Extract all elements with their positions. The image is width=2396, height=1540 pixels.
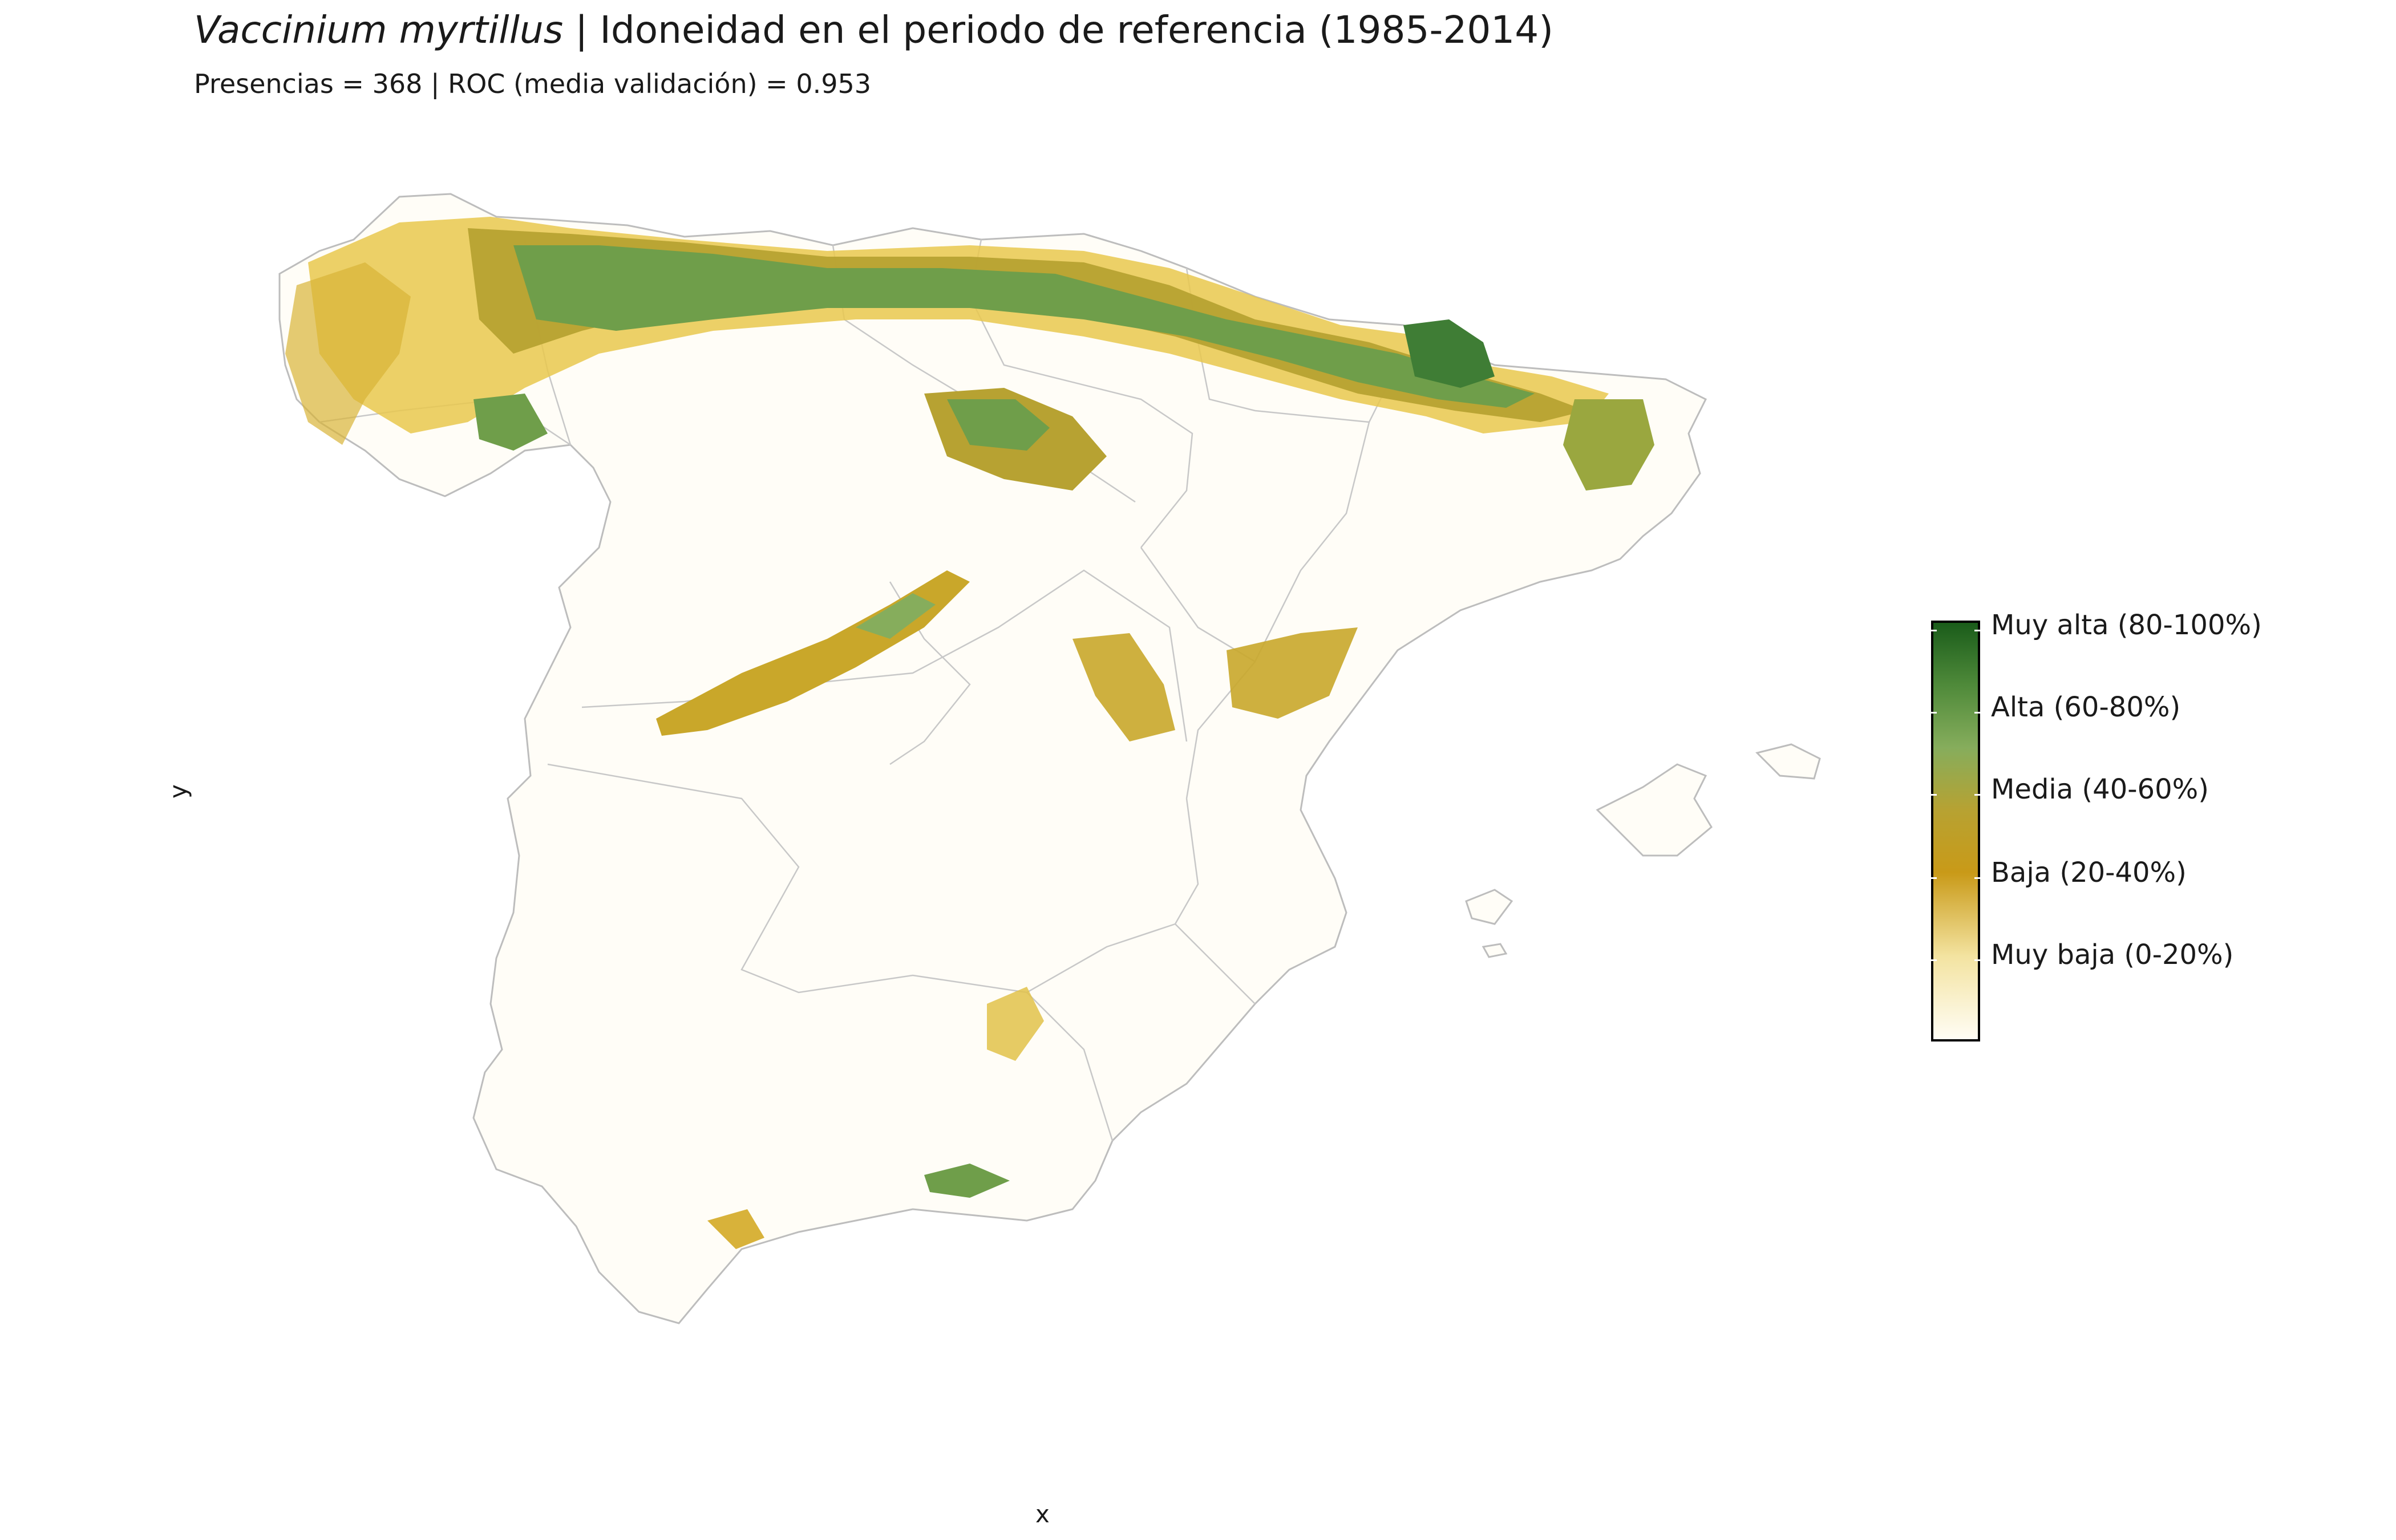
legend-label-media: Media (40-60%): [1991, 773, 2209, 805]
x-axis-label: x: [1035, 1500, 1050, 1528]
iberian-green-patch: [947, 399, 1050, 451]
ibiza-outline: [1465, 889, 1513, 925]
menorca-outline: [1755, 743, 1821, 780]
galicia-patch: [285, 262, 411, 445]
teruel-patch: [1227, 627, 1358, 719]
suitability-patches: [285, 217, 1654, 1249]
cantabrian-high-band: [513, 245, 1535, 408]
sierra-nevada-patch: [924, 1164, 1010, 1198]
navarra-high-patch: [1403, 319, 1495, 388]
jaen-patch: [987, 987, 1044, 1061]
sistema-iberico-south: [1072, 633, 1175, 741]
pyrenees-east-patch: [1563, 399, 1654, 491]
legend-label-baja: Baja (20-40%): [1991, 857, 2187, 889]
peninsula-outline: [278, 193, 1707, 1324]
map-subtitle: Presencias = 368 | ROC (media validación…: [194, 68, 872, 99]
legend-colorbar: [1931, 621, 1980, 1041]
legend-label-muy-alta: Muy alta (80-100%): [1991, 609, 2262, 641]
legend-label-alta: Alta (60-80%): [1991, 691, 2181, 723]
grazalema-patch: [707, 1209, 764, 1249]
legend-label-muy-baja: Muy baja (0-20%): [1991, 939, 2234, 971]
map-title: Vaccinium myrtillus | Idoneidad en el pe…: [194, 5, 1553, 56]
species-name: Vaccinium myrtillus: [194, 8, 564, 52]
formentera-outline: [1482, 943, 1508, 958]
title-rest: | Idoneidad en el periodo de referencia …: [563, 8, 1554, 52]
mallorca-outline: [1596, 763, 1713, 857]
central-system-green: [856, 593, 936, 639]
y-axis-label: y: [164, 784, 192, 799]
leon-green-patch: [473, 394, 548, 451]
